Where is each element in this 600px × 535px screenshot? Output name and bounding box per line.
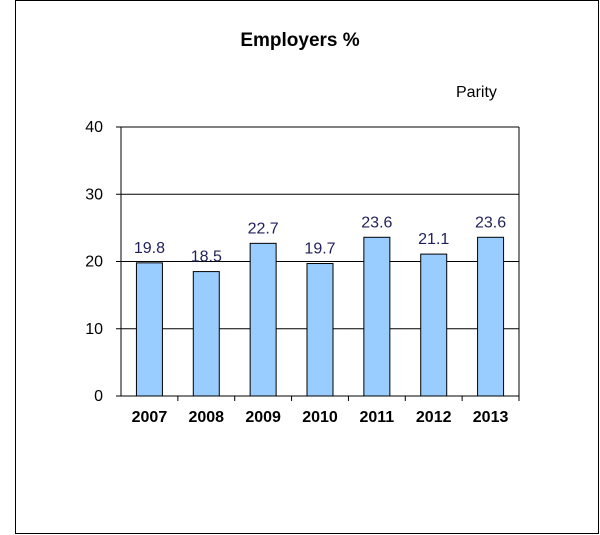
bar [363,236,391,397]
data-label: 22.7 [248,220,279,237]
data-label: 21.1 [418,231,449,248]
y-tick-label: 30 [85,186,103,203]
gridlines [121,126,519,330]
data-label: 19.8 [134,240,165,257]
bar [192,271,220,397]
x-tick-label: 2013 [473,409,509,426]
bar [249,242,277,397]
y-tick-label: 0 [94,388,103,405]
data-label: 19.7 [304,241,335,258]
x-tick-label: 2012 [416,409,452,426]
bar [306,263,334,397]
labels: 0 10 20 30 40 19.8 2007 18.5 2008 22.7 2009 19.7 201… [85,119,508,426]
bar [135,262,163,397]
data-label: 18.5 [191,249,222,266]
bars [135,236,505,397]
chart-title: Employers % [240,30,360,51]
parity-label: Parity [456,84,497,101]
y-tick-label: 10 [85,321,103,338]
bar [420,253,448,397]
x-tick-label: 2007 [132,409,168,426]
x-tick-label: 2009 [245,409,281,426]
data-label: 23.6 [361,214,392,231]
data-label: 23.6 [475,214,506,231]
axes [116,126,520,401]
x-tick-label: 2011 [359,409,394,426]
bar [477,236,505,397]
x-tick-label: 2010 [302,409,338,426]
y-tick-label: 40 [85,119,103,136]
x-tick-label: 2008 [188,409,224,426]
y-tick-label: 20 [85,254,103,271]
